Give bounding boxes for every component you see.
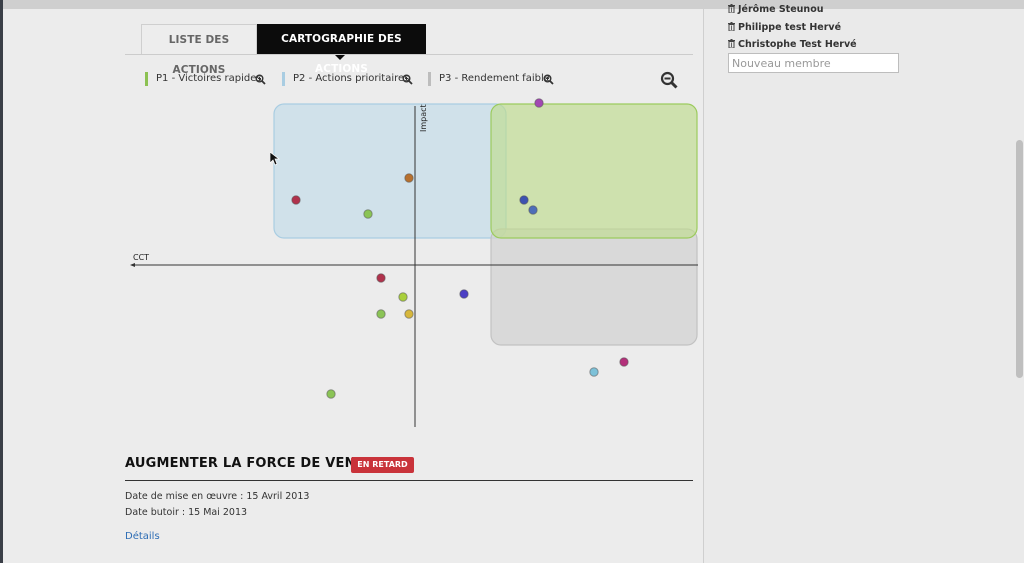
action-point[interactable] [363, 209, 373, 219]
zone-p1 [490, 103, 698, 239]
due-date: Date butoir : 15 Mai 2013 [125, 507, 248, 518]
action-point[interactable] [326, 389, 336, 399]
members-panel [704, 9, 1024, 563]
x-axis-arrow [130, 263, 135, 267]
member-item: Philippe test Hervé [728, 22, 841, 33]
zoom-p3-icon[interactable] [543, 74, 554, 85]
zoom-out-icon[interactable] [660, 71, 678, 89]
action-point[interactable] [619, 357, 629, 367]
legend-p3-swatch [428, 72, 431, 86]
tabs-underline [125, 54, 693, 55]
action-point[interactable] [589, 367, 599, 377]
legend-p2-label: P2 - Actions prioritaires [293, 73, 410, 84]
start-date: Date de mise en œuvre : 15 Avril 2013 [125, 491, 310, 502]
zoom-p2-icon[interactable] [402, 74, 413, 85]
member-item: Jérôme Steunou [728, 4, 823, 15]
active-tab-caret [334, 54, 346, 60]
legend-p2-swatch [282, 72, 285, 86]
action-point[interactable] [404, 309, 414, 319]
action-point[interactable] [404, 173, 414, 183]
member-name: Philippe test Hervé [738, 22, 842, 33]
action-point[interactable] [459, 289, 469, 299]
action-point[interactable] [519, 195, 529, 205]
legend-p1-swatch [145, 72, 148, 86]
scatter-points [291, 98, 629, 399]
y-axis-label: Impact [419, 104, 428, 132]
legend-p3-label: P3 - Rendement faible [439, 73, 550, 84]
x-axis-label: CCT [133, 253, 149, 262]
action-point[interactable] [528, 205, 538, 215]
tab-liste-des-actions[interactable]: LISTE DES ACTIONS [141, 24, 257, 76]
action-point[interactable] [376, 309, 386, 319]
title-underline [125, 480, 693, 481]
mouse-cursor-icon [270, 152, 280, 166]
trash-icon[interactable] [728, 4, 735, 13]
details-link[interactable]: Détails [125, 531, 160, 542]
panel-divider [703, 9, 704, 563]
action-point[interactable] [398, 292, 408, 302]
action-point[interactable] [376, 273, 386, 283]
action-title: AUGMENTER LA FORCE DE VENTE [125, 456, 374, 471]
member-name: Jérôme Steunou [738, 4, 824, 15]
action-point[interactable] [534, 98, 544, 108]
scrollbar[interactable] [1016, 140, 1023, 378]
left-edge [0, 0, 3, 563]
member-item: Christophe Test Hervé [728, 39, 857, 50]
action-point[interactable] [291, 195, 301, 205]
trash-icon[interactable] [728, 39, 735, 48]
new-member-input[interactable] [728, 53, 899, 73]
zoom-p1-icon[interactable] [255, 74, 266, 85]
member-name: Christophe Test Hervé [738, 39, 857, 50]
status-badge: EN RETARD [351, 457, 414, 473]
legend-p1-label: P1 - Victoires rapides [156, 73, 262, 84]
zone-p3 [490, 228, 698, 346]
trash-icon[interactable] [728, 22, 735, 31]
zone-p2 [273, 103, 507, 239]
tab-cartographie-des-actions[interactable]: CARTOGRAPHIE DES ACTIONS [257, 24, 426, 75]
